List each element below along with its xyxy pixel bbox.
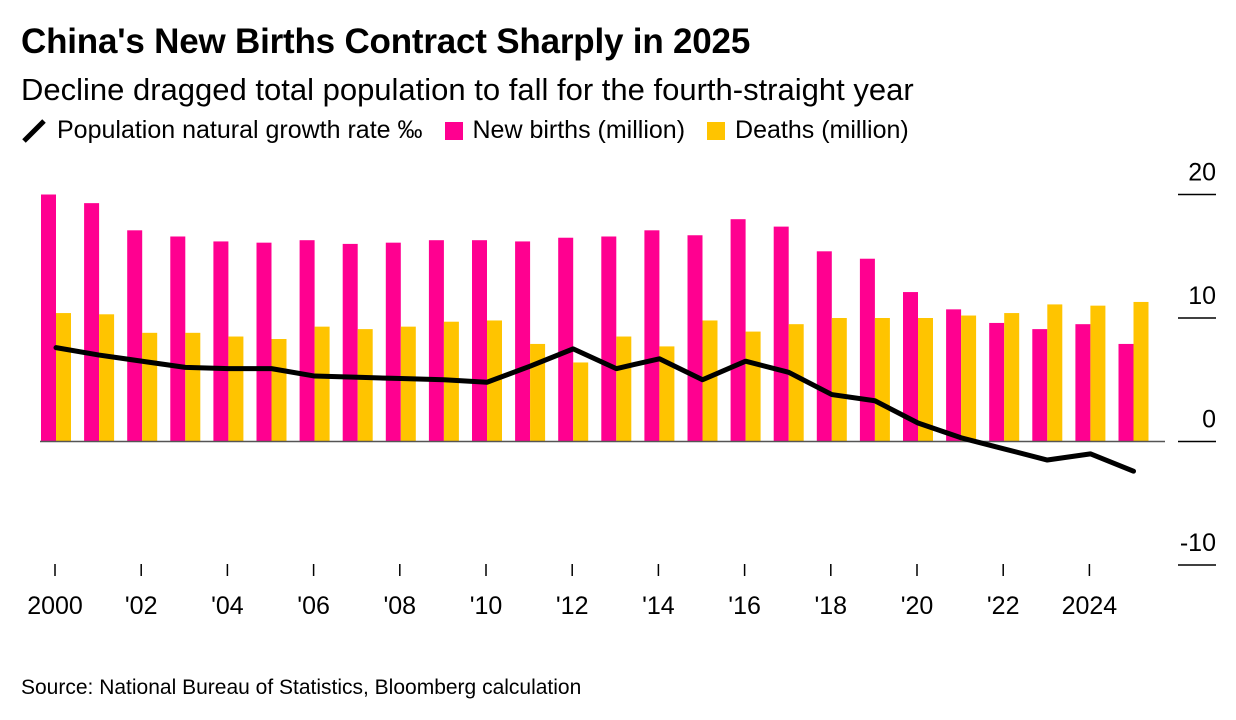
x-tick-label: '14 xyxy=(642,592,675,620)
bar-births-2017 xyxy=(773,226,789,442)
bar-births-2007 xyxy=(342,243,358,442)
bar-deaths-2005 xyxy=(271,338,287,442)
bar-births-2018 xyxy=(816,251,832,442)
y-tick-label: 10 xyxy=(1188,282,1216,310)
bar-deaths-2008 xyxy=(400,326,416,442)
bar-deaths-2021 xyxy=(961,315,977,442)
bar-deaths-2011 xyxy=(530,343,546,442)
legend: Population natural growth rate ‰ New bir… xyxy=(21,116,931,145)
bar-deaths-2013 xyxy=(616,336,632,442)
bar-deaths-2025 xyxy=(1133,301,1149,442)
bar-births-2019 xyxy=(859,258,875,442)
source-note: Source: National Bureau of Statistics, B… xyxy=(21,676,582,699)
bar-deaths-2023 xyxy=(1047,304,1063,442)
chart-subtitle: Decline dragged total population to fall… xyxy=(21,72,914,107)
legend-item-growth-rate: Population natural growth rate ‰ xyxy=(21,116,423,145)
y-axis: 20 10 0 -10 xyxy=(1178,159,1216,566)
x-tick-label: '10 xyxy=(470,592,503,620)
chart-title: China's New Births Contract Sharply in 2… xyxy=(21,22,751,61)
bar-births-2010 xyxy=(472,240,487,442)
bar-births-2000 xyxy=(41,194,56,442)
bar-births-2014 xyxy=(644,230,660,442)
bar-births-2023 xyxy=(1032,329,1048,442)
bar-deaths-2003 xyxy=(185,332,201,442)
bar-deaths-2019 xyxy=(874,318,890,442)
y-tick-label: 0 xyxy=(1202,406,1216,434)
line-icon xyxy=(22,118,46,143)
bar-births-2006 xyxy=(299,240,315,442)
bar-births-2012 xyxy=(558,237,574,442)
x-axis: 2000 '02 '04 '06 '08 '10 '12 '14 '16 '18 '20 '22 202… xyxy=(27,564,1117,620)
bar-deaths-2002 xyxy=(142,332,158,442)
bar-deaths-2012 xyxy=(573,362,589,442)
bar-births-2011 xyxy=(515,241,531,442)
bar-deaths-2014 xyxy=(659,346,675,442)
square-icon-births xyxy=(444,121,463,140)
bar-deaths-2015 xyxy=(702,320,718,442)
legend-item-births: New births (million) xyxy=(444,116,686,145)
bar-births-2004 xyxy=(213,241,229,442)
bar-deaths-2006 xyxy=(314,326,330,442)
square-icon-deaths xyxy=(707,121,726,140)
x-tick-label: '08 xyxy=(384,592,417,620)
bar-deaths-2022 xyxy=(1004,313,1020,442)
bar-deaths-2016 xyxy=(745,331,761,442)
x-tick-label: '06 xyxy=(297,592,330,620)
bar-deaths-2017 xyxy=(788,324,804,442)
legend-label-births: New births (million) xyxy=(472,116,686,144)
legend-label-growth-rate: Population natural growth rate ‰ xyxy=(57,116,423,144)
bar-births-2021 xyxy=(946,309,962,442)
x-tick-label: '02 xyxy=(125,592,158,620)
bar-deaths-2000 xyxy=(56,313,71,442)
bar-births-2024 xyxy=(1075,324,1091,442)
bar-births-2001 xyxy=(84,203,100,442)
bar-deaths-2007 xyxy=(357,329,373,442)
bar-births-2015 xyxy=(687,235,703,442)
y-tick-label: 20 xyxy=(1188,159,1216,187)
y-tick-label: -10 xyxy=(1180,529,1216,557)
bar-deaths-2001 xyxy=(99,314,115,442)
legend-label-deaths: Deaths (million) xyxy=(735,116,909,144)
growth-line-group xyxy=(53,345,1136,474)
bar-deaths-2018 xyxy=(831,318,847,442)
bar-deaths-2020 xyxy=(918,318,933,442)
x-tick-label: '12 xyxy=(556,592,589,620)
bar-deaths-2004 xyxy=(228,336,244,442)
x-tick-label: '20 xyxy=(901,592,934,620)
bar-births-2002 xyxy=(127,230,143,442)
bar-births-2022 xyxy=(989,322,1005,442)
bar-deaths-2024 xyxy=(1090,305,1106,442)
x-tick-label: '18 xyxy=(815,592,848,620)
bar-births-2008 xyxy=(385,242,401,442)
bar-births-2013 xyxy=(601,236,617,442)
bar-births-2009 xyxy=(428,240,444,442)
bar-births-2020 xyxy=(903,292,918,442)
bar-births-2025 xyxy=(1118,343,1134,442)
x-tick-label: '04 xyxy=(211,592,244,620)
legend-item-deaths: Deaths (million) xyxy=(707,116,909,145)
x-tick-label: '22 xyxy=(987,592,1020,620)
bars-group xyxy=(41,194,1149,442)
x-tick-label: '16 xyxy=(728,592,761,620)
growth-rate-line xyxy=(53,345,1136,474)
x-tick-label: 2000 xyxy=(27,592,83,620)
x-tick-label: 2024 xyxy=(1062,592,1118,620)
bar-births-2016 xyxy=(730,219,746,442)
bar-births-2003 xyxy=(170,236,186,442)
bar-births-2005 xyxy=(256,242,272,442)
